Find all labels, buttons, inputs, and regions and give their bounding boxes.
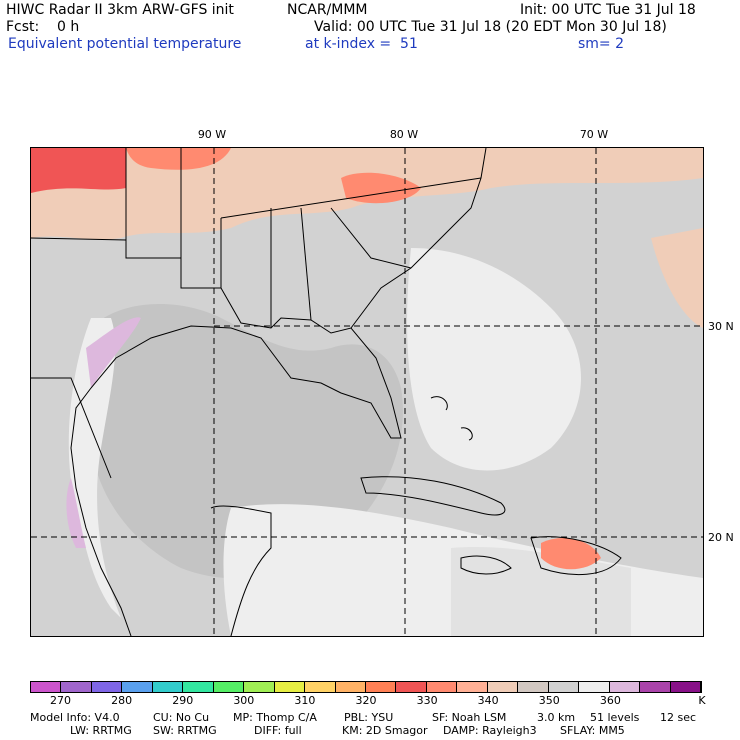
colorbar-tick-label: 300 xyxy=(233,694,255,707)
lat-label-20n: 20 N xyxy=(708,531,734,544)
atlantic-high-region xyxy=(407,248,581,471)
colorbar-swatch xyxy=(670,682,701,692)
state-line-f xyxy=(220,177,482,219)
carolina-warm-region xyxy=(341,172,421,204)
colorbar-tick-label: 340 xyxy=(477,694,499,707)
model-info-item: MP: Thomp C/A xyxy=(233,711,317,724)
cuba-outline xyxy=(360,476,506,516)
colorbar-swatch xyxy=(122,682,153,692)
north-hot-region-a xyxy=(126,148,231,170)
theta-e-map xyxy=(31,148,703,636)
colorbar-swatch xyxy=(487,682,519,692)
colorbar-tick-label: 350 xyxy=(538,694,560,707)
model-info-item: DIFF: full xyxy=(254,724,302,737)
colorbar-swatch xyxy=(274,682,306,692)
init-time: Init: 00 UTC Tue 31 Jul 18 xyxy=(520,2,696,18)
organization-label: NCAR/MMM xyxy=(287,2,368,18)
northwest-hot-region xyxy=(31,148,126,193)
east-warm-region xyxy=(651,228,703,328)
map-panel xyxy=(30,147,704,637)
colorbar-swatch xyxy=(244,682,275,692)
model-info-item: LW: RRTMG xyxy=(70,724,132,737)
state-line-g xyxy=(330,207,412,269)
colorbar-swatch xyxy=(61,682,92,692)
caribbean-mid-region xyxy=(451,547,631,636)
colorbar-tick-label: 330 xyxy=(416,694,438,707)
model-info-item: 12 sec xyxy=(660,711,697,724)
colorbar-tick-label: 320 xyxy=(355,694,377,707)
lon-label-80w: 80 W xyxy=(389,128,419,141)
colorbar-tick-label: 280 xyxy=(111,694,133,707)
model-info-item: SW: RRTMG xyxy=(153,724,217,737)
model-info-item: SFLAY: MM5 xyxy=(560,724,625,737)
texas-low-region-b xyxy=(66,478,86,548)
lon-label-70w: 70 W xyxy=(579,128,609,141)
texas-coast-high-region xyxy=(68,318,121,618)
colorbar-swatch xyxy=(457,682,488,692)
gulf-coastline xyxy=(31,237,402,636)
state-line-e xyxy=(300,207,312,321)
colorbar-swatch xyxy=(396,682,427,692)
lon-label-90w: 90 W xyxy=(197,128,227,141)
colorbar-swatch xyxy=(31,682,62,692)
colorbar-unit: K xyxy=(698,694,706,707)
lat-lon-grid xyxy=(31,148,703,636)
yucatan-coastline xyxy=(210,505,272,636)
product-title: HIWC Radar II 3km ARW-GFS init xyxy=(6,2,234,18)
colorbar-swatch xyxy=(183,682,214,692)
colorbar xyxy=(30,681,702,693)
colorbar-swatch xyxy=(91,682,123,692)
colorbar-swatch xyxy=(213,682,245,692)
coastlines xyxy=(31,148,622,636)
colorbar-swatch xyxy=(548,682,580,692)
colorbar-swatch xyxy=(518,682,549,692)
colorbar-tick-label: 310 xyxy=(294,694,316,707)
colorbar-tick-label: 360 xyxy=(599,694,621,707)
model-info-item: 3.0 km xyxy=(537,711,576,724)
model-level: at k-index = 51 xyxy=(305,36,418,52)
model-info-item: KM: 2D Smagor xyxy=(342,724,428,737)
model-info-item: SF: Noah LSM xyxy=(432,711,507,724)
texas-low-region-a xyxy=(86,317,141,388)
colorbar-swatch xyxy=(426,682,458,692)
colorbar-swatch xyxy=(152,682,184,692)
colorbar-swatch xyxy=(609,682,641,692)
colorbar-swatch xyxy=(640,682,671,692)
bahamas-outline xyxy=(430,396,473,441)
colorbar-swatch xyxy=(365,682,397,692)
smoothing-label: sm= 2 xyxy=(578,36,625,52)
field-name: Equivalent potential temperature xyxy=(8,36,242,52)
model-info-item: Model Info: V4.0 xyxy=(30,711,120,724)
forecast-hour: Fcst: 0 h xyxy=(6,19,80,35)
colorbar-tick-label: 290 xyxy=(172,694,194,707)
valid-time: Valid: 00 UTC Tue 31 Jul 18 (20 EDT Mon … xyxy=(314,19,667,35)
mexico-border xyxy=(31,377,112,479)
colorbar-swatch xyxy=(579,682,610,692)
jamaica-outline xyxy=(460,555,512,575)
colorbar-swatch xyxy=(335,682,366,692)
model-info-item: PBL: YSU xyxy=(344,711,394,724)
colorbar-tick-label: 270 xyxy=(50,694,72,707)
model-info-item: 51 levels xyxy=(590,711,640,724)
colorbar-swatch xyxy=(305,682,336,692)
hispaniola-warm-region xyxy=(541,538,601,570)
lat-label-30n: 30 N xyxy=(708,320,734,333)
model-info-item: CU: No Cu xyxy=(153,711,210,724)
model-info-item: DAMP: Rayleigh3 xyxy=(443,724,537,737)
